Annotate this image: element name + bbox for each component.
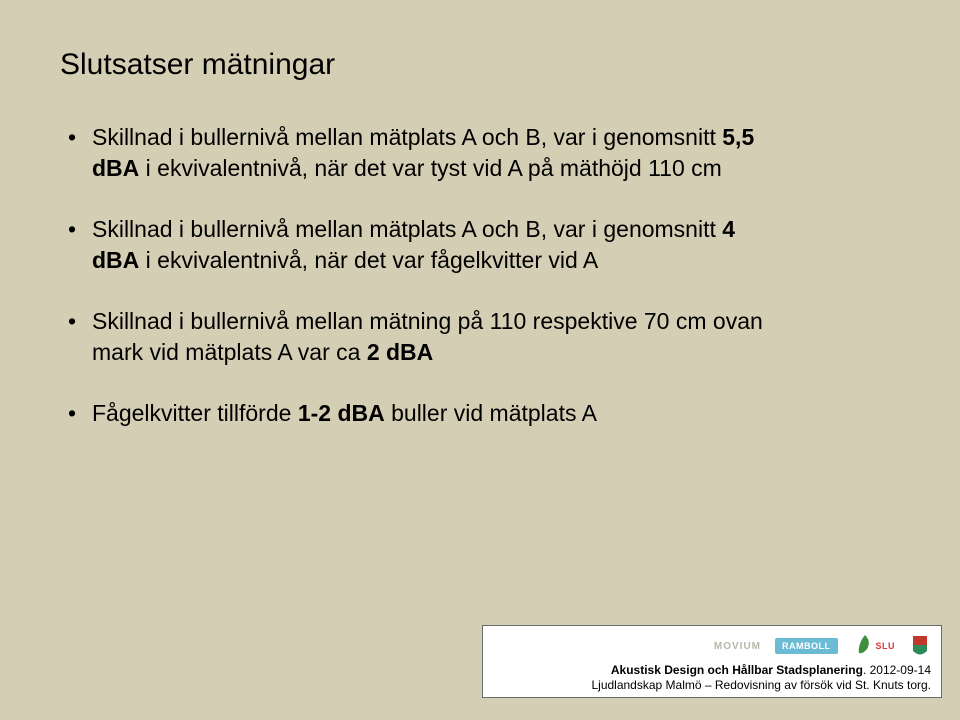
movium-logo: MOVIUM	[714, 641, 761, 652]
bullet-item: Skillnad i bullernivå mellan mätplats A …	[68, 214, 768, 276]
bullet-item: Skillnad i bullernivå mellan mätplats A …	[68, 122, 768, 184]
bullet-list: Skillnad i bullernivå mellan mätplats A …	[60, 122, 900, 429]
slu-leaf-icon	[852, 633, 878, 659]
bullet-text-pre: Fågelkvitter tillförde	[92, 400, 298, 426]
bullet-text-pre: Skillnad i bullernivå mellan mätplats A …	[92, 216, 722, 242]
footer-line1-rest: . 2012-09-14	[863, 663, 931, 677]
slu-logo-text: SLU	[876, 641, 896, 651]
bullet-text-bold: 1-2 dBA	[298, 400, 385, 426]
footer-box: MOVIUM RAMBOLL SLU Akustisk Design och H…	[482, 625, 942, 698]
malmo-crest-icon	[909, 633, 931, 659]
footer-line1-bold: Akustisk Design och Hållbar Stadsplaneri…	[611, 663, 863, 677]
malmo-logo	[909, 633, 931, 659]
bullet-item: Skillnad i bullernivå mellan mätning på …	[68, 306, 768, 368]
bullet-text-post: i ekvivalentnivå, när det var fågelkvitt…	[139, 247, 598, 273]
bullet-item: Fågelkvitter tillförde 1-2 dBA buller vi…	[68, 398, 768, 429]
ramboll-logo-text: RAMBOLL	[775, 638, 838, 654]
slide: Slutsatser mätningar Skillnad i bullerni…	[0, 0, 960, 720]
footer-line1: Akustisk Design och Hållbar Stadsplaneri…	[493, 663, 931, 678]
slide-title: Slutsatser mätningar	[60, 48, 900, 82]
movium-logo-text: MOVIUM	[714, 641, 761, 652]
bullet-text-post: buller vid mätplats A	[385, 400, 597, 426]
bullet-text-pre: Skillnad i bullernivå mellan mätplats A …	[92, 124, 722, 150]
footer-logo-row: MOVIUM RAMBOLL SLU	[493, 632, 931, 660]
footer-text: Akustisk Design och Hållbar Stadsplaneri…	[493, 663, 931, 693]
ramboll-logo: RAMBOLL	[775, 638, 838, 654]
bullet-text-post: i ekvivalentnivå, när det var tyst vid A…	[139, 155, 722, 181]
footer-line2: Ljudlandskap Malmö – Redovisning av förs…	[493, 678, 931, 693]
slu-logo: SLU	[852, 633, 896, 659]
bullet-text-bold: 2 dBA	[367, 339, 433, 365]
